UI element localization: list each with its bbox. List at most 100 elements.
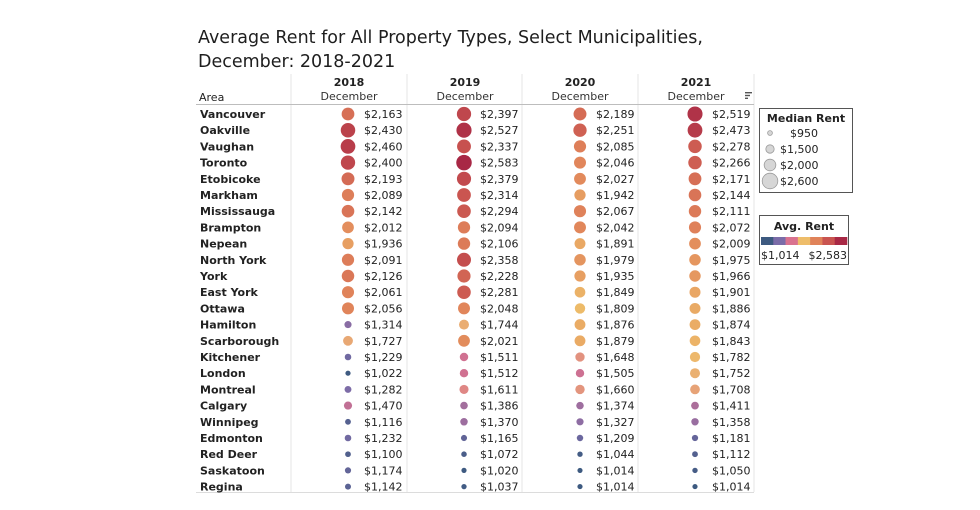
rent-dot[interactable]	[459, 352, 469, 362]
rent-dot[interactable]	[344, 321, 352, 329]
rent-dot[interactable]	[575, 369, 585, 378]
rent-dot[interactable]	[343, 401, 353, 410]
rent-dot[interactable]	[576, 401, 584, 410]
rent-dot[interactable]	[458, 334, 470, 347]
rent-dot[interactable]	[689, 351, 701, 363]
rent-value-label: $1,327	[596, 416, 635, 429]
rent-dot[interactable]	[689, 335, 701, 347]
rent-dot[interactable]	[687, 106, 703, 122]
rent-dot[interactable]	[457, 204, 471, 218]
rent-dot[interactable]	[688, 188, 702, 202]
rent-dot[interactable]	[574, 189, 586, 201]
rent-dot[interactable]	[345, 370, 351, 376]
rent-dot[interactable]	[345, 418, 351, 425]
rent-dot[interactable]	[574, 319, 586, 331]
rent-dot[interactable]	[461, 467, 467, 473]
rent-dot[interactable]	[574, 254, 586, 266]
rent-dot[interactable]	[456, 154, 472, 171]
rent-dot[interactable]	[689, 319, 701, 331]
rent-dot[interactable]	[574, 238, 586, 250]
rent-dot[interactable]	[461, 483, 467, 490]
rent-dot[interactable]	[345, 483, 351, 490]
rent-dot[interactable]	[344, 434, 352, 442]
rent-dot[interactable]	[688, 172, 702, 186]
rent-dot[interactable]	[689, 254, 701, 266]
rent-dot[interactable]	[573, 107, 587, 121]
rent-dot[interactable]	[689, 237, 701, 250]
rent-dot[interactable]	[456, 106, 472, 122]
rent-dot[interactable]	[691, 434, 699, 442]
rent-dot[interactable]	[344, 385, 352, 393]
rent-dot[interactable]	[457, 221, 471, 234]
rent-dot[interactable]	[687, 122, 703, 138]
rent-dot[interactable]	[688, 139, 702, 154]
rent-dot[interactable]	[577, 467, 583, 473]
rent-dot[interactable]	[460, 401, 468, 410]
rent-dot[interactable]	[340, 122, 356, 138]
rent-dot[interactable]	[692, 484, 698, 490]
rent-dot[interactable]	[692, 467, 698, 474]
rent-dot[interactable]	[345, 451, 351, 458]
rent-dot[interactable]	[575, 384, 585, 395]
rent-dot[interactable]	[576, 418, 584, 426]
rent-dot[interactable]	[340, 139, 356, 154]
rent-dot[interactable]	[574, 335, 586, 347]
rent-dot[interactable]	[691, 418, 699, 426]
rent-dot[interactable]	[459, 368, 469, 378]
rent-dot[interactable]	[341, 302, 355, 315]
rent-dot[interactable]	[344, 467, 352, 474]
rent-dot[interactable]	[343, 335, 353, 346]
rent-dot[interactable]	[456, 171, 472, 186]
rent-dot[interactable]	[341, 204, 355, 218]
rent-dot[interactable]	[459, 319, 469, 330]
rent-dot[interactable]	[457, 269, 471, 283]
rent-dot[interactable]	[341, 188, 355, 202]
rent-dot[interactable]	[457, 139, 471, 154]
rent-dot[interactable]	[574, 156, 586, 169]
rent-dot[interactable]	[575, 352, 585, 362]
rent-dot[interactable]	[574, 221, 586, 234]
rent-dot[interactable]	[689, 286, 701, 298]
rent-dot[interactable]	[459, 384, 469, 394]
table-row: Saskatoon $1,174 $1,020 $1,014 $1,050	[200, 464, 751, 477]
rent-value-label: $2,094	[480, 221, 519, 234]
rent-dot[interactable]	[573, 140, 587, 153]
rent-dot[interactable]	[574, 172, 586, 185]
rent-dot[interactable]	[456, 252, 472, 267]
rent-dot[interactable]	[690, 384, 700, 395]
rent-dot[interactable]	[574, 270, 586, 282]
rent-dot[interactable]	[457, 188, 471, 202]
rent-dot[interactable]	[341, 253, 355, 266]
rent-dot[interactable]	[688, 205, 702, 218]
rent-dot[interactable]	[573, 205, 587, 218]
rent-dot[interactable]	[341, 172, 355, 186]
rent-dot[interactable]	[456, 122, 472, 138]
rent-dot[interactable]	[691, 401, 699, 410]
rent-dot[interactable]	[342, 221, 354, 234]
rent-dot[interactable]	[577, 451, 583, 457]
rent-dot[interactable]	[457, 285, 471, 299]
rent-dot[interactable]	[689, 270, 701, 282]
rent-dot[interactable]	[689, 302, 701, 314]
rent-dot[interactable]	[577, 484, 583, 490]
rent-dot[interactable]	[688, 155, 702, 170]
rent-dot[interactable]	[340, 155, 356, 170]
rent-dot[interactable]	[341, 286, 355, 299]
rent-dot[interactable]	[460, 418, 468, 426]
rent-dot[interactable]	[344, 353, 352, 361]
rent-dot[interactable]	[573, 123, 587, 137]
rent-dot[interactable]	[342, 237, 354, 250]
rent-dot[interactable]	[458, 302, 470, 315]
rent-dot[interactable]	[461, 451, 467, 457]
rent-dot[interactable]	[689, 368, 701, 379]
rent-dot[interactable]	[692, 451, 698, 458]
rent-dot[interactable]	[574, 286, 586, 298]
rent-dot[interactable]	[341, 269, 355, 283]
rent-dot[interactable]	[688, 221, 702, 234]
rent-dot[interactable]	[457, 237, 471, 250]
sort-descending-icon[interactable]	[745, 92, 752, 99]
rent-dot[interactable]	[460, 434, 468, 442]
rent-dot[interactable]	[574, 303, 586, 314]
rent-dot[interactable]	[576, 434, 584, 442]
rent-dot[interactable]	[341, 107, 355, 121]
